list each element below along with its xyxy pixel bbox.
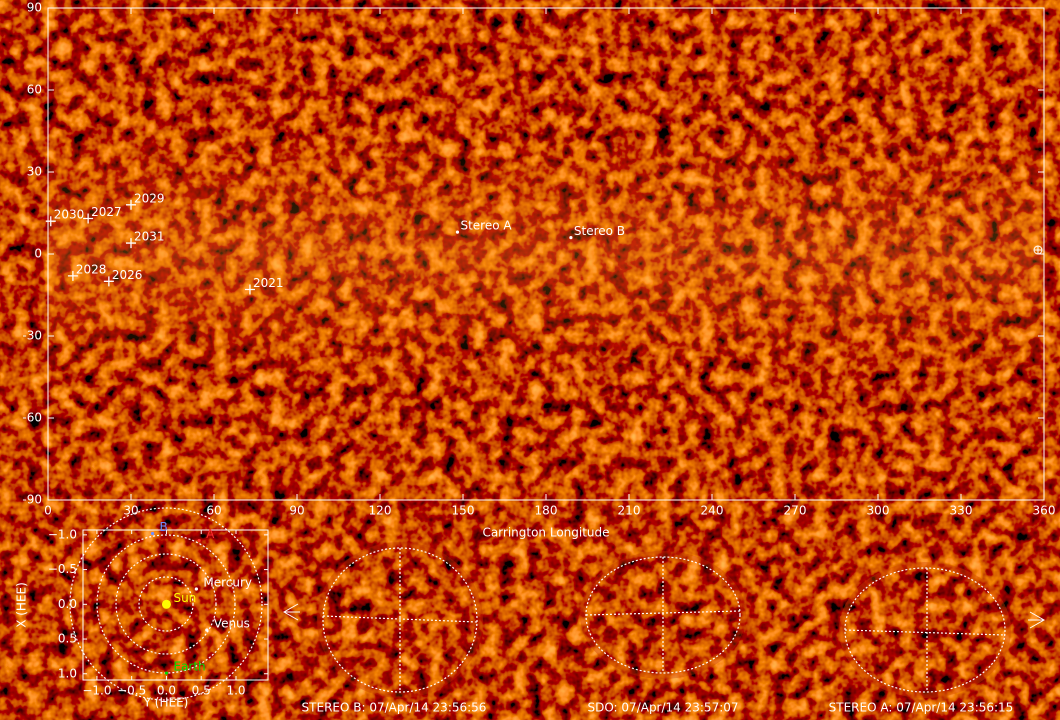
x-tick-label: −0.5 [117,684,146,698]
y-axis-label: X (HEE) [15,582,29,628]
y-tick-label: 0.5 [58,632,77,646]
x-tick-label: 150 [452,504,475,518]
y-tick-label: −1.0 [48,527,77,541]
point-label: 2028 [76,262,107,276]
point-label: 2027 [91,205,122,219]
point [67,270,78,281]
point [569,236,573,240]
y-tick-label: -30 [22,329,42,343]
y-tick-label: -90 [22,493,42,507]
x-tick-label: 120 [369,504,392,518]
y-tick-label: 0.0 [58,597,77,611]
x-tick-label: 0.5 [192,684,211,698]
point-label: Sun [173,591,196,605]
x-tick-label: 210 [618,504,641,518]
point-label: Mercury [203,576,252,590]
point [150,531,155,536]
y-tick-label: −0.5 [48,562,77,576]
disk-stereo-b [317,542,483,698]
point [83,213,94,224]
x-tick-label: 90 [289,504,304,518]
point-label: 2030 [54,208,85,222]
x-tick-label: 330 [950,504,973,518]
point [126,238,136,249]
y-tick-label: 30 [27,165,42,179]
y-tick-label: 0 [34,247,42,261]
x-tick-label: −1.0 [82,684,111,698]
x-axis-label: Y (HEE) [143,696,189,710]
y-tick-label: 90 [27,1,42,15]
point [164,671,169,675]
orbit-frame [82,529,269,681]
point-label: B [160,520,168,534]
x-tick-label: 180 [535,504,558,518]
point-label: Stereo B [574,224,625,238]
point [205,628,209,632]
activity-band [48,8,1044,500]
earth-symbol [1033,245,1043,255]
point [45,216,56,227]
x-tick-label: 0.0 [157,684,176,698]
point [194,587,198,591]
point [197,538,201,543]
point-label: Earth [173,660,205,674]
point-label: Stereo A [460,219,512,233]
x-tick-label: 30 [123,504,138,518]
caption: STEREO B: 07/Apr/14 23:56:56 [302,701,487,715]
x-tick-label: 270 [784,504,807,518]
point [126,199,136,210]
x-tick-label: 1.0 [226,684,245,698]
point-label: 2031 [134,230,165,244]
point-label: A [206,527,215,541]
x-tick-label: 240 [701,504,724,518]
point-label: 2029 [134,191,165,205]
point-label: Venus [214,617,250,631]
point [244,284,255,295]
y-tick-label: 60 [27,83,42,97]
point-label: 2026 [112,268,143,282]
x-tick-label: 300 [867,504,890,518]
x-tick-label: 0 [44,504,52,518]
point [455,230,460,234]
point [103,276,114,287]
disk-stereo-a [839,562,1011,698]
y-tick-label: 1.0 [58,666,77,680]
x-tick-label: 360 [1033,504,1056,518]
point [161,599,171,609]
caption: STEREO A: 07/Apr/14 23:56:15 [829,701,1014,715]
y-tick-label: -60 [22,411,42,425]
disk-sdo [580,551,746,679]
x-tick-label: 60 [206,504,221,518]
point-label: 2021 [253,276,284,290]
caption: SDO: 07/Apr/14 23:57:07 [587,701,738,715]
x-axis-label: Carrington Longitude [482,526,609,540]
